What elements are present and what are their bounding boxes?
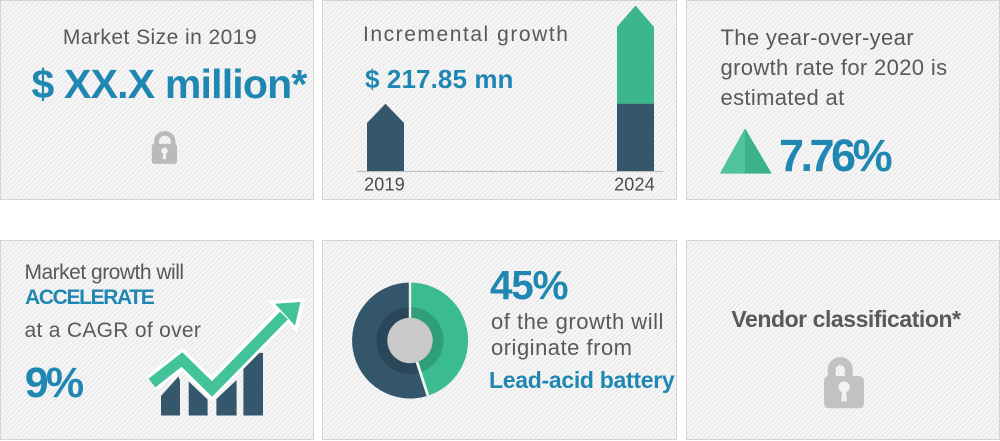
svg-text:2024: 2024: [614, 175, 655, 195]
svg-text:2019: 2019: [364, 175, 405, 195]
